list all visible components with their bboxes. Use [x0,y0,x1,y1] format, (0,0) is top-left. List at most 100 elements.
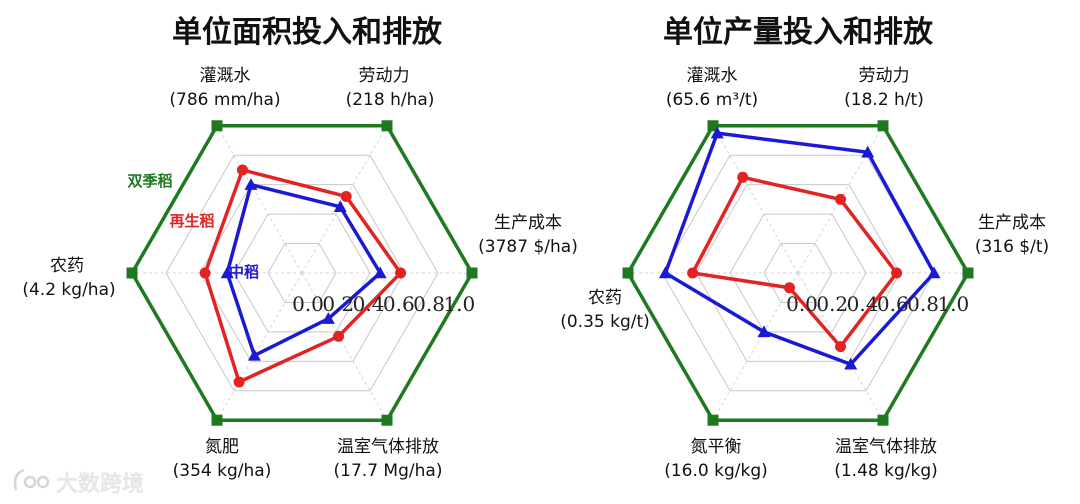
radial-tick-labels: 0.00.20.40.60.81.0 [292,292,475,316]
grid-ring [165,154,439,392]
data-point-circle [395,267,407,279]
axis-label-irrigation: 灌溉水 [687,66,738,86]
axis-unit-production-cost: (3787 $/ha) [478,237,578,257]
series-layer [622,120,974,426]
axis-label-ghg: 温室气体排放 [835,437,937,457]
radar-grid [627,125,969,421]
axis-label-irrigation: 灌溉水 [200,66,251,86]
axis-unit-labor: (18.2 h/t) [844,90,924,110]
axis-label-production-cost: 生产成本 [978,213,1046,233]
series-square [126,120,478,426]
data-point-square [211,120,223,132]
axis-unit-production-cost: (316 $/t) [975,237,1049,257]
chart-title: 单位产量投入和排放 [663,15,934,50]
data-point-circle [784,282,795,294]
data-point-triangle [247,348,261,361]
series-line [689,175,899,350]
data-point-square [622,267,634,279]
tick-label: 1.0 [937,292,969,316]
data-point-circle [340,190,352,202]
data-point-square [381,414,393,426]
data-point-square [962,267,974,279]
axis-label-ghg: 温室气体排放 [337,437,439,457]
axis-unit-pesticide: (0.35 kg/t) [560,312,650,332]
axis-unit-nitrogen: (354 kg/ha) [173,461,272,481]
series-layer [126,120,478,426]
series-label-middle-rice: 中稻 [229,263,259,281]
data-point-square [877,120,889,132]
data-point-circle [891,267,903,279]
axis-spoke [712,125,799,274]
axis-label-production-cost: 生产成本 [494,213,562,233]
watermark-logo-icon [13,468,50,491]
data-point-square [466,267,478,279]
grid-ring [763,243,833,303]
data-point-square [381,120,393,132]
tick-label: 1.0 [443,292,475,316]
axis-unit-irrigation: (786 mm/ha) [169,90,280,110]
series-triangle [658,126,941,370]
data-point-triangle [927,266,941,279]
data-point-square [707,414,719,426]
data-point-triangle [373,266,387,279]
series-square [622,120,974,426]
data-point-circle [835,341,846,353]
chart-title: 单位面积投入和排放 [172,15,443,50]
radar-chart-area: 单位面积投入和排放 0.00.20.40.60.81.0 灌溉水 (786 mm… [22,15,577,481]
tick-label: 0.0 [292,292,324,316]
data-point-square [707,120,719,132]
tick-label: 0.2 [816,292,848,316]
axis-spoke [712,272,799,421]
watermark: 大数跨境 [13,468,144,497]
series-circle [687,171,903,353]
data-point-circle [737,171,749,183]
tick-label: 0.8 [907,292,939,316]
data-point-triangle [244,178,258,190]
axis-label-labor: 劳动力 [859,66,910,86]
axis-spoke [301,272,388,421]
axis-unit-ghg: (17.7 Mg/ha) [334,461,443,481]
radar-grid [131,125,473,421]
data-point-triangle [658,266,672,279]
data-point-triangle [333,200,347,212]
data-point-triangle [321,312,335,324]
data-point-triangle [844,357,858,370]
tick-label: 0.4 [847,292,879,316]
series-label-ratoon-rice: 再生稻 [169,212,214,230]
axis-label-nitrogen: 氮肥 [205,437,239,457]
axis-unit-irrigation: (65.6 m³/t) [666,90,758,110]
radial-tick-labels: 0.00.20.40.60.81.0 [786,292,969,316]
axis-unit-ghg: (1.48 kg/kg) [834,461,938,481]
data-point-circle [835,193,846,205]
axis-unit-pesticide: (4.2 kg/ha) [22,280,115,300]
data-point-circle [199,267,211,279]
watermark-text: 大数跨境 [56,471,144,497]
tick-label: 0.2 [322,292,354,316]
data-point-circle [233,376,245,388]
tick-label: 0.6 [383,292,415,316]
axis-label-pesticide: 农药 [588,288,622,308]
data-point-circle [333,330,345,342]
tick-label: 0.8 [413,292,445,316]
data-point-square [126,267,138,279]
data-point-triangle [861,145,875,158]
data-point-triangle [220,266,234,279]
tick-label: 0.0 [786,292,818,316]
tick-label: 0.6 [877,292,909,316]
axis-spoke [216,272,303,421]
series-label-double-rice: 双季稻 [127,172,172,190]
axis-unit-nitrogen-balance: (16.0 kg/kg) [664,461,768,481]
data-point-circle [687,267,699,279]
data-point-square [211,414,223,426]
axis-unit-labor: (218 h/ha) [346,90,435,110]
axis-spoke [216,125,303,274]
data-point-triangle [757,325,771,338]
axis-label-pesticide: 农药 [50,256,84,276]
radar-chart-area: 单位产量投入和排放 0.00.20.40.60.81.0 灌溉水 (65.6 m… [560,15,1049,481]
axis-label-nitrogen-balance: 氮平衡 [691,437,742,457]
series-circle [199,164,407,388]
data-point-square [877,414,889,426]
axis-label-labor: 劳动力 [359,66,410,86]
data-point-circle [237,164,248,176]
